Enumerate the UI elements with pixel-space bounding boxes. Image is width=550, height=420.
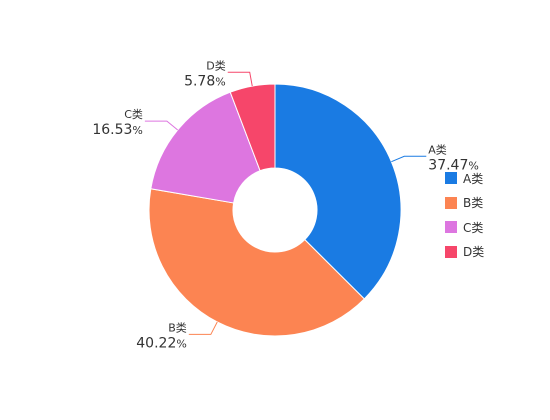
leader-line-d bbox=[227, 71, 253, 87]
slice-label-name-c: C类 bbox=[124, 107, 143, 121]
slice-c[interactable] bbox=[150, 91, 261, 204]
leader-line-a bbox=[391, 155, 427, 163]
legend-label-c: C类 bbox=[463, 220, 484, 235]
legend-item-d[interactable]: D类 bbox=[445, 240, 484, 265]
slice-b[interactable] bbox=[148, 188, 365, 337]
slice-label-value-c: 16.53% bbox=[92, 122, 143, 138]
slice-label-value-a: 37.47% bbox=[428, 157, 479, 173]
legend-swatch-d bbox=[445, 245, 457, 258]
legend-swatch-a bbox=[445, 172, 457, 185]
slice-label-name-b: B类 bbox=[168, 320, 187, 334]
slice-label-value-d: 5.78% bbox=[184, 73, 226, 89]
legend-item-c[interactable]: C类 bbox=[445, 215, 484, 240]
slice-label-name-a: A类 bbox=[428, 142, 447, 156]
slice-a[interactable] bbox=[274, 83, 402, 300]
slice-label-name-d: D类 bbox=[206, 58, 225, 72]
legend-label-a: A类 bbox=[463, 171, 484, 186]
legend-swatch-c bbox=[445, 221, 457, 234]
legend-item-a[interactable]: A类 bbox=[445, 166, 484, 191]
legend-label-d: D类 bbox=[463, 245, 485, 260]
legend-swatch-b bbox=[445, 196, 457, 209]
legend-item-b[interactable]: B类 bbox=[445, 191, 484, 216]
leader-line-b bbox=[188, 321, 218, 335]
slice-d[interactable] bbox=[229, 83, 276, 172]
leader-line-c bbox=[144, 120, 179, 131]
legend-label-b: B类 bbox=[463, 196, 484, 211]
slice-label-value-b: 40.22% bbox=[136, 335, 187, 351]
legend: A类 B类 C类 D类 bbox=[445, 166, 484, 264]
